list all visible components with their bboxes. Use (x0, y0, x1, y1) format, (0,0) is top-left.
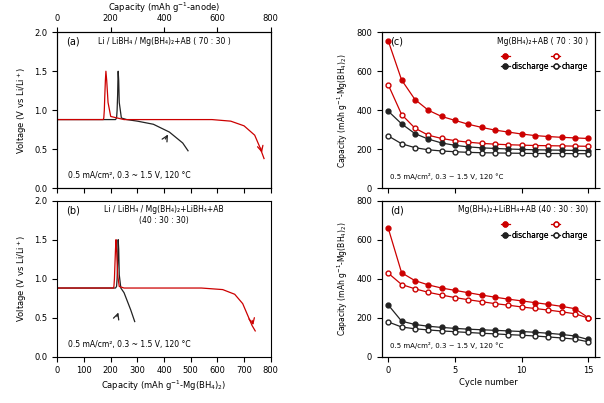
X-axis label: Capacity (mAh g$^{-1}$-anode): Capacity (mAh g$^{-1}$-anode) (108, 0, 220, 15)
X-axis label: Cycle number: Cycle number (459, 378, 518, 387)
Text: 0.5 mA/cm², 0.3 ~ 1.5 V, 120 °C: 0.5 mA/cm², 0.3 ~ 1.5 V, 120 °C (390, 342, 504, 349)
Text: 0.5 mA/cm², 0.3 ~ 1.5 V, 120 °C: 0.5 mA/cm², 0.3 ~ 1.5 V, 120 °C (390, 173, 504, 181)
Legend: , discharge, , charge: , discharge, , charge (498, 217, 591, 243)
Y-axis label: Voltage (V vs Li/Li$^+$): Voltage (V vs Li/Li$^+$) (15, 235, 29, 322)
Y-axis label: Capacity (mAh g$^{-1}$-Mg(BH$_4$)$_2$): Capacity (mAh g$^{-1}$-Mg(BH$_4$)$_2$) (336, 221, 350, 336)
Legend: , discharge, , charge: , discharge, , charge (498, 48, 591, 74)
Text: (b): (b) (66, 206, 80, 215)
Text: Mg(BH₄)₂+LiBH₄+AB (40 : 30 : 30): Mg(BH₄)₂+LiBH₄+AB (40 : 30 : 30) (458, 206, 588, 214)
Text: (a): (a) (66, 37, 80, 47)
Text: (d): (d) (390, 206, 404, 215)
Y-axis label: Voltage (V vs Li/Li$^+$): Voltage (V vs Li/Li$^+$) (15, 66, 29, 154)
Y-axis label: Capacity (mAh g$^{-1}$-Mg(BH$_4$)$_2$): Capacity (mAh g$^{-1}$-Mg(BH$_4$)$_2$) (336, 53, 350, 168)
X-axis label: Capacity (mAh g$^{-1}$-Mg(BH$_4$)$_2$): Capacity (mAh g$^{-1}$-Mg(BH$_4$)$_2$) (101, 378, 226, 393)
Text: Li / LiBH₄ / Mg(BH₄)₂+AB ( 70 : 30 ): Li / LiBH₄ / Mg(BH₄)₂+AB ( 70 : 30 ) (98, 37, 230, 46)
Text: 0.5 mA/cm², 0.3 ~ 1.5 V, 120 °C: 0.5 mA/cm², 0.3 ~ 1.5 V, 120 °C (68, 340, 191, 349)
Text: Li / LiBH₄ / Mg(BH₄)₂+LiBH₄+AB
(40 : 30 : 30): Li / LiBH₄ / Mg(BH₄)₂+LiBH₄+AB (40 : 30 … (104, 206, 224, 225)
Text: Mg(BH₄)₂+AB ( 70 : 30 ): Mg(BH₄)₂+AB ( 70 : 30 ) (498, 37, 588, 46)
Text: (c): (c) (390, 37, 403, 47)
Text: 0.5 mA/cm², 0.3 ~ 1.5 V, 120 °C: 0.5 mA/cm², 0.3 ~ 1.5 V, 120 °C (68, 171, 191, 181)
